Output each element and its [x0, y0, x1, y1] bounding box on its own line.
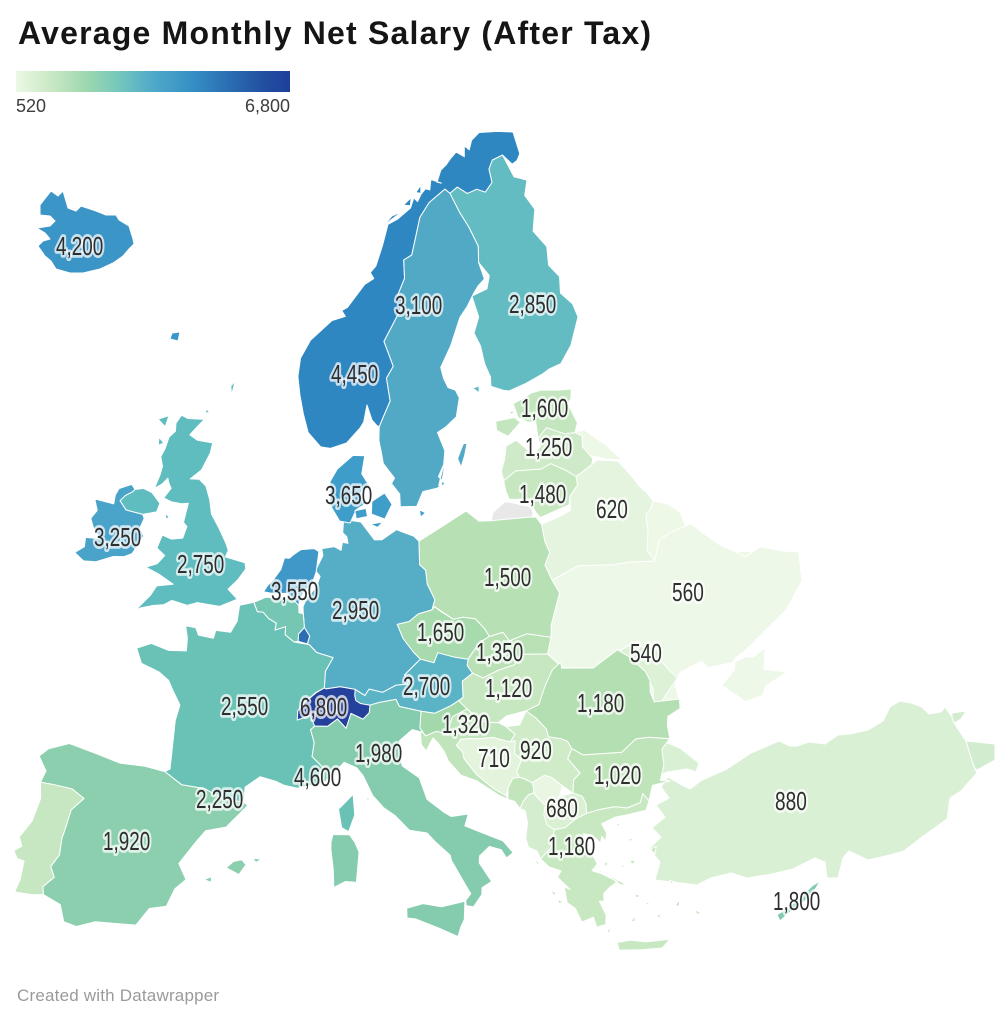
svg-text:4,200: 4,200	[56, 231, 103, 261]
svg-text:3,250: 3,250	[94, 522, 141, 552]
svg-text:1,920: 1,920	[103, 826, 150, 856]
svg-text:1,020: 1,020	[594, 760, 641, 790]
svg-text:620: 620	[596, 494, 628, 524]
svg-text:6,800: 6,800	[300, 692, 347, 722]
svg-text:3,550: 3,550	[271, 576, 318, 606]
svg-text:710: 710	[478, 743, 510, 773]
svg-text:2,700: 2,700	[403, 671, 450, 701]
svg-text:880: 880	[775, 786, 807, 816]
svg-text:2,250: 2,250	[196, 784, 243, 814]
svg-text:1,180: 1,180	[577, 688, 624, 718]
svg-text:560: 560	[672, 577, 704, 607]
svg-text:1,800: 1,800	[773, 886, 820, 916]
svg-text:2,750: 2,750	[177, 549, 224, 579]
svg-text:1,180: 1,180	[548, 831, 595, 861]
svg-text:2,550: 2,550	[221, 691, 268, 721]
svg-text:2,850: 2,850	[509, 289, 556, 319]
svg-text:3,100: 3,100	[395, 290, 442, 320]
svg-text:3,650: 3,650	[325, 480, 372, 510]
svg-text:1,320: 1,320	[442, 709, 489, 739]
svg-text:1,480: 1,480	[519, 479, 566, 509]
svg-text:4,600: 4,600	[294, 762, 341, 792]
svg-text:4,450: 4,450	[331, 359, 378, 389]
svg-text:1,350: 1,350	[476, 637, 523, 667]
svg-text:1,980: 1,980	[355, 738, 402, 768]
svg-text:540: 540	[630, 638, 662, 668]
svg-text:680: 680	[546, 793, 578, 823]
svg-text:1,120: 1,120	[485, 673, 532, 703]
svg-text:1,600: 1,600	[521, 393, 568, 423]
svg-text:1,500: 1,500	[484, 562, 531, 592]
svg-text:920: 920	[520, 735, 552, 765]
svg-text:1,650: 1,650	[417, 617, 464, 647]
svg-text:1,250: 1,250	[525, 432, 572, 462]
svg-text:2,950: 2,950	[332, 595, 379, 625]
